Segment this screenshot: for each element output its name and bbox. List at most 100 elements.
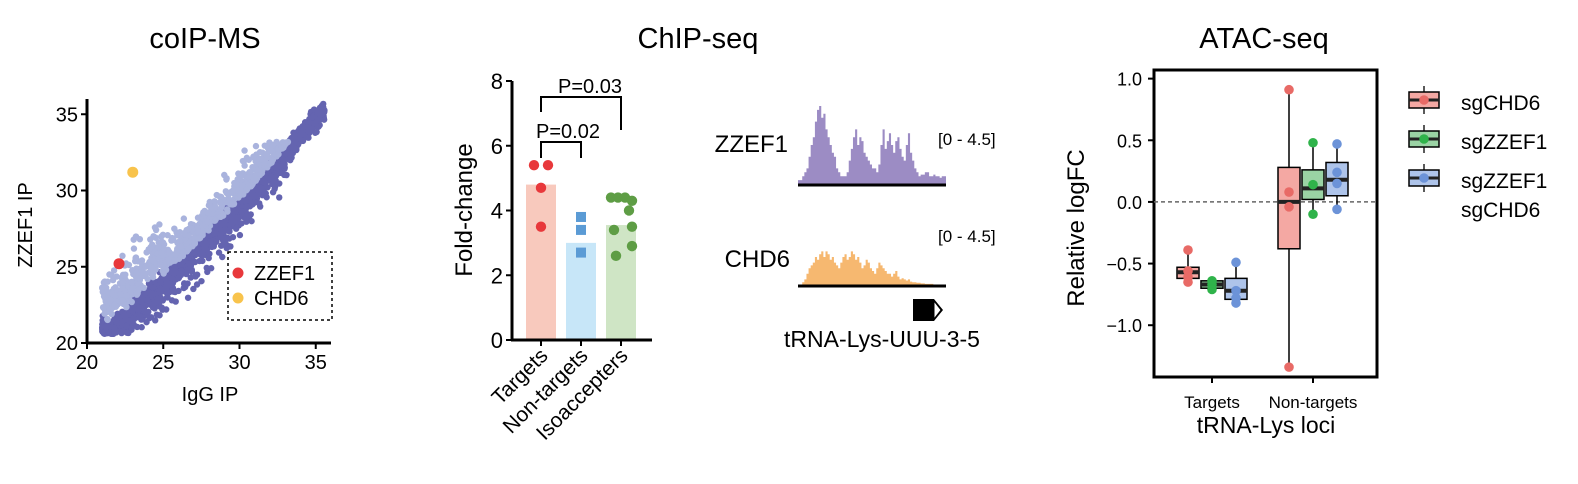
- point-light: [200, 209, 207, 216]
- genome-tracks: ZZEF1 [0 - 4.5] CHD6 [0 - 4.5] tRNA-Lys-…: [715, 106, 996, 352]
- box-point: [1284, 202, 1294, 212]
- point-light: [205, 209, 212, 216]
- point-dark: [103, 323, 110, 331]
- point-light: [157, 261, 164, 269]
- point-dark: [123, 329, 131, 336]
- point-light: [132, 273, 140, 281]
- point-dark: [269, 180, 276, 188]
- point-light: [194, 214, 202, 221]
- point-light: [185, 245, 192, 253]
- point-dark: [268, 173, 275, 180]
- point-light: [150, 233, 157, 240]
- legend-point: [1419, 173, 1429, 183]
- track-label-chd6: CHD6: [725, 246, 790, 273]
- point-dark: [204, 268, 211, 276]
- panel-title-chip: ChIP-seq: [638, 23, 759, 55]
- point-dark: [158, 286, 165, 294]
- point-dark: [290, 133, 298, 141]
- x-tick-label-coip: 35: [305, 352, 327, 374]
- point-dark: [264, 184, 271, 191]
- point-light: [247, 183, 255, 190]
- point-light: [119, 278, 127, 286]
- point-light: [104, 278, 111, 285]
- point-dark: [169, 287, 177, 294]
- point-light: [143, 249, 150, 256]
- point-dark: [229, 233, 237, 241]
- y-tick-label-coip: 25: [56, 257, 78, 279]
- point-light: [128, 279, 136, 286]
- box-point: [1308, 137, 1318, 148]
- legend-coip: ZZEF1 CHD6: [227, 251, 333, 321]
- point-dark: [133, 323, 141, 331]
- point-light: [160, 245, 167, 252]
- point-dark: [212, 229, 220, 237]
- point-dark: [158, 304, 166, 311]
- y-tick-label-chip: 6: [491, 134, 503, 159]
- point-dark: [140, 306, 148, 313]
- data-point: [626, 195, 638, 206]
- legend-label-chd6: CHD6: [254, 288, 308, 310]
- data-point: [542, 159, 554, 171]
- point-light: [269, 141, 277, 149]
- data-point-square: [576, 247, 586, 258]
- bracket-p002: [540, 141, 582, 158]
- y-tick-label-coip: 20: [56, 333, 78, 355]
- data-point: [608, 224, 620, 236]
- point-dark: [309, 113, 317, 121]
- box-point: [1308, 209, 1318, 220]
- point-light: [239, 157, 247, 165]
- point-light: [150, 258, 157, 265]
- point-light: [160, 270, 167, 277]
- box-point: [1332, 178, 1342, 189]
- panel-atac-seq: ATAC-seq −1.0 −0.5 0.0 0.5 1.0 Relative logF…: [1063, 23, 1547, 438]
- panel-chip-seq: ChIP-seq 0 2 4 6 8 Fold-change P=0.02 P=0.03…: [451, 23, 758, 445]
- legend-box-coip: [227, 251, 333, 321]
- point-dark: [238, 208, 246, 215]
- point-dark: [172, 298, 179, 305]
- point-light: [169, 234, 176, 242]
- point-light: [158, 238, 166, 245]
- track-label-zzef1: ZZEF1: [715, 131, 788, 158]
- box-point: [1231, 257, 1241, 268]
- y-tick-label-coip: 30: [56, 181, 78, 203]
- point-light: [241, 147, 248, 154]
- point-light: [100, 304, 107, 312]
- point-dark: [208, 243, 216, 251]
- point-light: [134, 290, 141, 297]
- point-light: [244, 173, 252, 181]
- point-dark: [157, 279, 164, 286]
- legend-point: [1419, 134, 1429, 144]
- point-light: [237, 173, 244, 181]
- point-dark: [196, 257, 203, 265]
- point-chd6: [127, 166, 139, 178]
- box-point: [1183, 245, 1193, 255]
- point-dark: [171, 264, 179, 272]
- point-light: [236, 191, 244, 198]
- y-axis-label-coip: ZZEF1 IP: [15, 182, 37, 268]
- y-axis-label-chip: Fold-change: [451, 143, 478, 276]
- point-light: [128, 298, 135, 306]
- gene-arrow-tip: [933, 299, 942, 321]
- point-light: [173, 248, 180, 256]
- point-dark: [114, 319, 121, 326]
- point-dark: [299, 123, 306, 130]
- point-dark: [256, 203, 264, 210]
- scatter-axes: 20 25 30 35 20 25 30 35: [56, 99, 331, 374]
- point-light: [261, 142, 268, 149]
- x-tick-label-coip: 20: [76, 352, 98, 374]
- point-dark: [242, 213, 249, 220]
- point-light: [278, 145, 285, 152]
- box-point: [1332, 167, 1342, 178]
- point-dark: [193, 281, 201, 288]
- point-light: [119, 252, 126, 260]
- point-dark: [262, 190, 269, 197]
- point-dark: [248, 217, 255, 225]
- box-point: [1231, 285, 1241, 296]
- y-tick-label-atac: −1.0: [1106, 316, 1142, 336]
- point-light: [195, 235, 203, 242]
- legend-point: [1419, 95, 1429, 105]
- point-dark: [184, 294, 192, 301]
- point-dark: [272, 172, 280, 179]
- significance-brackets: P=0.02 P=0.03: [536, 76, 622, 158]
- point-light: [106, 271, 113, 278]
